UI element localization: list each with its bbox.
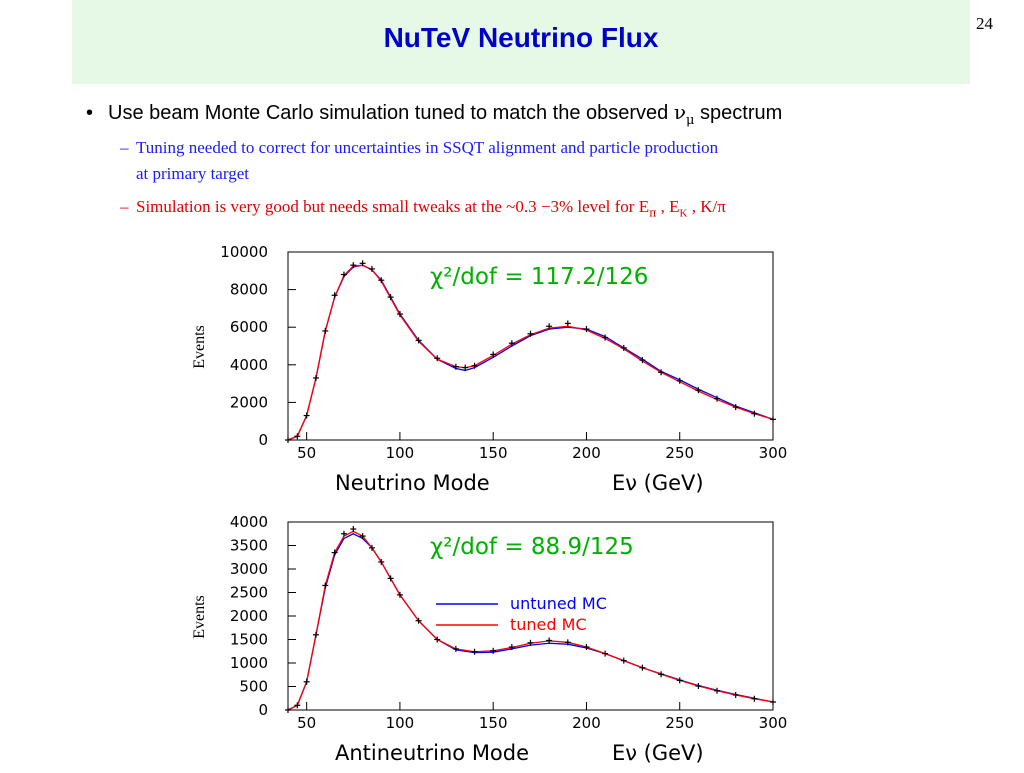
neutrino-mode-chart: 0 2000 4000 6000 8000 10000 50 100 150 200 250 300 χ… [180, 242, 800, 498]
y-tick-label: 0 [258, 431, 268, 449]
x-tick-label: 300 [759, 714, 788, 732]
bullet-text-after: spectrum [694, 102, 783, 124]
y-tick-label: 3000 [230, 560, 268, 578]
y-tick-label: 2000 [230, 393, 268, 411]
sub-bullet-dash: – [120, 138, 129, 157]
chi2-annotation: χ²/dof = 88.9/125 [430, 534, 634, 560]
x-axis-label: Eν (GeV) [612, 471, 704, 495]
legend-untuned-label: untuned MC [510, 594, 607, 613]
plot-frame [287, 251, 774, 441]
x-tick-label: 250 [665, 714, 694, 732]
y-tick-label: 10000 [220, 243, 268, 261]
sub-bullet-tuning-line2: at primary target [136, 164, 249, 183]
x-tick-label: 50 [297, 444, 316, 462]
y-tick-label: 6000 [230, 318, 268, 336]
mode-label: Antineutrino Mode [335, 741, 529, 765]
y-tick-label: 0 [258, 701, 268, 719]
x-tick-label: 50 [297, 714, 316, 732]
page-title: NuTeV Neutrino Flux [383, 22, 659, 53]
y-tick-label: 500 [239, 678, 268, 696]
y-axis-label: Events [191, 595, 208, 639]
x-tick-label: 150 [479, 444, 508, 462]
legend-tuned-label: tuned MC [510, 615, 587, 634]
sub-bullet-tuning-line1: Tuning needed to correct for uncertainti… [136, 138, 719, 157]
y-tick-label: 1000 [230, 654, 268, 672]
x-tick-label: 150 [479, 714, 508, 732]
chart-svg: 0 500 1000 1500 2000 2500 3000 3500 4000 50 100 150… [191, 513, 788, 765]
sub-bullet-simulation-end: , K/π [687, 197, 726, 216]
y-tick-label: 4000 [230, 356, 268, 374]
bullet-nu-symbol: ν [673, 100, 687, 124]
mode-label: Neutrino Mode [335, 471, 490, 495]
y-tick-label: 3500 [230, 537, 268, 555]
x-tick-label: 300 [759, 444, 788, 462]
series-tuned-mc-line [287, 264, 774, 441]
chart-svg: 0 2000 4000 6000 8000 10000 50 100 150 200 250 300 χ… [191, 243, 788, 495]
e-pi-subscript: π [649, 206, 657, 220]
page-number: 24 [976, 14, 993, 33]
series-data-points [285, 260, 776, 443]
y-tick-label: 8000 [230, 281, 268, 299]
y-tick-label: 2500 [230, 584, 268, 602]
title-band: NuTeV Neutrino Flux [72, 0, 970, 84]
sub-bullet-tuning: – Tuning needed to correct for uncertaint… [120, 135, 718, 187]
sub-bullet-simulation-text: Simulation is very good but needs small … [136, 197, 650, 216]
bullet-text-before: Use beam Monte Carlo simulation tuned to… [108, 102, 674, 124]
e-k-subscript: K [679, 207, 688, 220]
x-tick-label: 100 [386, 714, 415, 732]
x-tick-label: 250 [665, 444, 694, 462]
bullet-mu-subscript: μ [686, 113, 695, 128]
y-tick-label: 2000 [230, 607, 268, 625]
chi2-annotation: χ²/dof = 117.2/126 [430, 264, 648, 290]
x-tick-label: 100 [386, 444, 415, 462]
sub-bullet-simulation-mid: , E [656, 197, 680, 216]
bullet-dot: • [86, 102, 94, 124]
y-tick-label: 4000 [230, 513, 268, 531]
series-data-points [285, 526, 776, 713]
y-axis-label: Events [191, 325, 208, 369]
x-axis-label: Eν (GeV) [612, 741, 704, 765]
sub-bullet-dash: – [120, 197, 129, 216]
x-tick-label: 200 [572, 714, 601, 732]
x-tick-label: 200 [572, 444, 601, 462]
sub-bullet-simulation: – Simulation is very good but needs small… [120, 194, 726, 226]
y-tick-label: 1500 [230, 631, 268, 649]
series-untuned-mc-line [287, 264, 774, 441]
antineutrino-mode-chart: 0 500 1000 1500 2000 2500 3000 3500 4000 50 100 150… [180, 512, 800, 768]
main-bullet: • Use beam Monte Carlo simulation tuned t… [86, 100, 782, 128]
